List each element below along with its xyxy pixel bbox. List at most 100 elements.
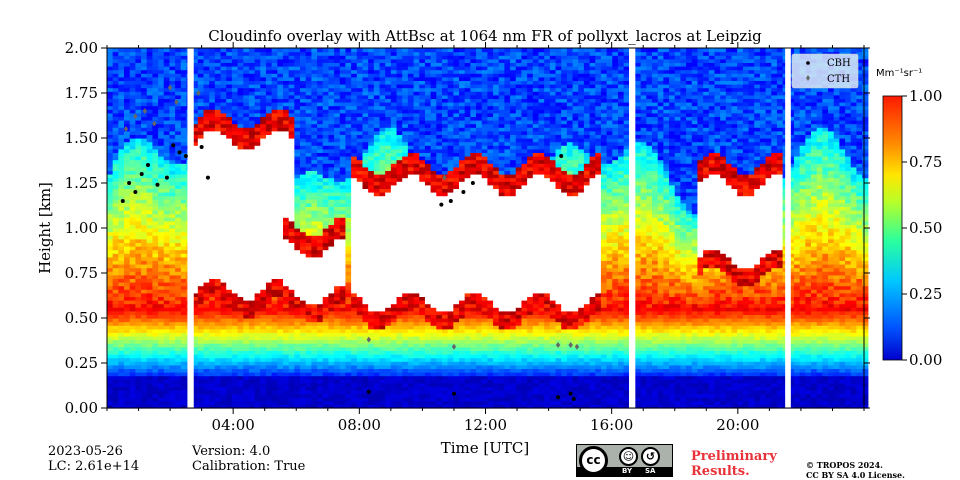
heatmap-cell [169, 400, 176, 405]
heatmap-cell [351, 148, 358, 153]
heatmap-cell [345, 91, 352, 96]
heatmap-cell [305, 274, 312, 279]
heatmap-cell [163, 224, 171, 229]
heatmap-cell [283, 174, 290, 179]
heatmap-cell [158, 134, 165, 139]
heatmap-cell [112, 170, 119, 175]
heatmap-cell [311, 296, 318, 301]
heatmap-cell [351, 390, 358, 395]
heatmap-cell [214, 231, 222, 236]
heatmap-cell [288, 310, 295, 315]
heatmap-cell [265, 58, 273, 63]
heatmap-cell [260, 210, 267, 215]
heatmap-cell [351, 375, 358, 380]
heatmap-cell [243, 141, 250, 146]
heatmap-cell [203, 84, 210, 89]
heatmap-cell [271, 69, 278, 74]
heatmap-cell [231, 159, 239, 164]
heatmap-cell [180, 382, 188, 387]
heatmap-cell [112, 361, 119, 366]
heatmap-cell [271, 51, 278, 56]
heatmap-cell [158, 184, 165, 189]
heatmap-cell [260, 69, 267, 74]
heatmap-cell [243, 318, 250, 323]
heatmap-cell [129, 181, 136, 186]
heatmap-cell [107, 94, 114, 99]
heatmap-cell [243, 397, 250, 402]
heatmap-cell [294, 123, 301, 128]
heatmap-cell [141, 303, 148, 308]
heatmap-cell [214, 249, 222, 254]
heatmap-cell [237, 292, 244, 297]
heatmap-cell [248, 130, 256, 135]
heatmap-cell [169, 278, 176, 283]
heatmap-cell [220, 213, 227, 218]
heatmap-cell [277, 84, 284, 89]
heatmap-cell [277, 368, 284, 373]
heatmap-cell [334, 292, 341, 297]
heatmap-cell [118, 177, 125, 182]
heatmap-cell [317, 267, 324, 272]
heatmap-cell [118, 98, 125, 103]
heatmap-cell [214, 62, 222, 67]
heatmap-cell [334, 260, 341, 265]
heatmap-cell [209, 134, 216, 139]
heatmap-cell [146, 361, 154, 366]
heatmap-cell [220, 325, 227, 330]
heatmap-cell [203, 48, 210, 53]
heatmap-cell [169, 350, 176, 355]
heatmap-cell [328, 123, 335, 128]
heatmap-cell [260, 249, 267, 254]
heatmap-cell [362, 66, 369, 71]
heatmap-cell [163, 130, 171, 135]
heatmap-cell [180, 98, 188, 103]
heatmap-cell [311, 303, 318, 308]
heatmap-cell [351, 102, 358, 107]
heatmap-cell [362, 264, 369, 269]
heatmap-cell [135, 51, 142, 56]
heatmap-cell [118, 260, 125, 265]
heatmap-cell [112, 51, 119, 56]
heatmap-cell [158, 55, 165, 60]
heatmap-cell [317, 127, 324, 132]
heatmap-cell [356, 228, 364, 233]
heatmap-cell [373, 271, 381, 276]
heatmap-cell [180, 217, 188, 222]
heatmap-cell [368, 62, 375, 67]
heatmap-column [163, 48, 171, 409]
heatmap-cell [248, 69, 256, 74]
heatmap-cell [362, 325, 369, 330]
heatmap-column [368, 48, 375, 409]
heatmap-cell [254, 307, 261, 312]
heatmap-cell [192, 350, 199, 355]
heatmap-cell [351, 300, 358, 305]
heatmap-cell [345, 321, 352, 326]
heatmap-cell [317, 354, 324, 359]
heatmap-cell [129, 159, 136, 164]
heatmap-cell [334, 382, 341, 387]
heatmap-cell [214, 296, 222, 301]
heatmap-cell [305, 58, 312, 63]
heatmap-cell [260, 368, 267, 373]
heatmap-cell [271, 303, 278, 308]
heatmap-cell [169, 357, 176, 362]
heatmap-cell [356, 256, 364, 261]
heatmap-cell [231, 224, 239, 229]
heatmap-cell [385, 390, 392, 395]
heatmap-cell [254, 148, 261, 153]
heatmap-cell [152, 235, 159, 240]
heatmap-cell [169, 235, 176, 240]
heatmap-cell [283, 80, 290, 85]
heatmap-cell [220, 69, 227, 74]
heatmap-cell [237, 148, 244, 153]
heatmap-cell [180, 224, 188, 229]
heatmap-cell [209, 321, 216, 326]
heatmap-cell [260, 76, 267, 81]
heatmap-cell [214, 372, 222, 377]
heatmap-cell [345, 386, 352, 391]
heatmap-cell [277, 76, 284, 81]
heatmap-cell [356, 249, 364, 254]
heatmap-cell [243, 84, 250, 89]
heatmap-cell [328, 195, 335, 200]
heatmap-cell [203, 231, 210, 236]
